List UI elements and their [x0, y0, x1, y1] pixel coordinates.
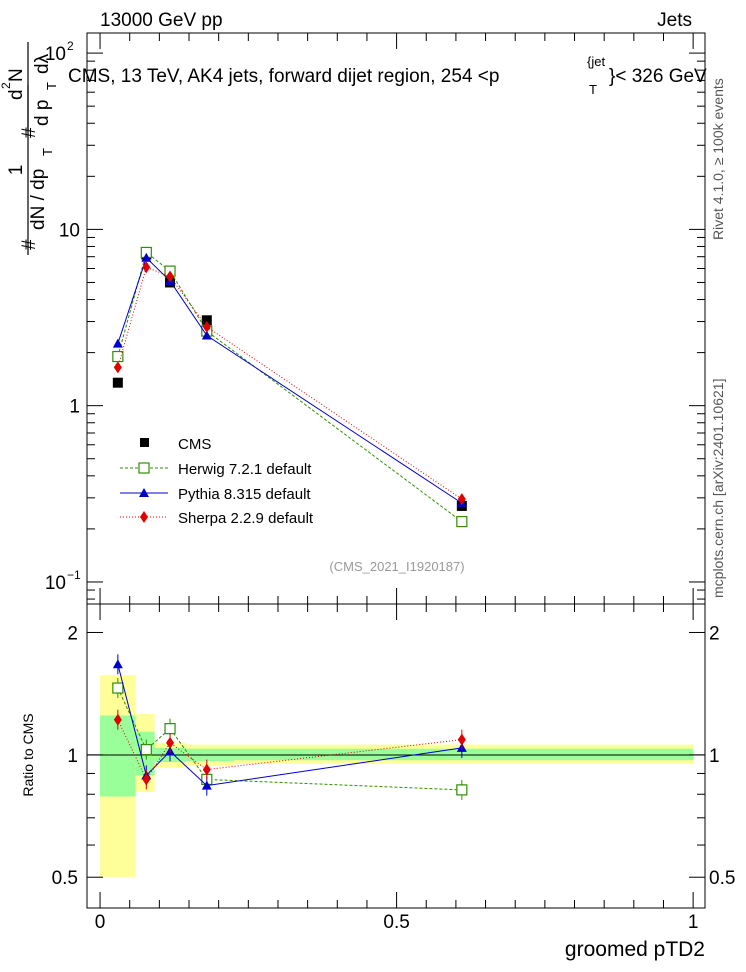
watermark: (CMS_2021_I1920187) [329, 559, 464, 574]
x-tick-label: 0 [95, 912, 106, 933]
ratio-ylabel: Ratio to CMS [20, 713, 36, 796]
x-axis-label: groomed pTD2 [565, 938, 705, 961]
y-tick-label-exp: −1 [67, 568, 81, 582]
ylabel-dpt: d p [32, 100, 53, 126]
legend: CMS Herwig 7.2.1 default Pythia 8.315 de… [120, 436, 314, 527]
point-sherpa-2 [166, 270, 175, 283]
legend-item-cms: CMS [140, 436, 211, 453]
ratio-point-sherpa-0 [113, 713, 122, 726]
plot-title: CMS, 13 TeV, AK4 jets, forward dijet reg… [68, 66, 499, 87]
plot-title-tail: }< 326 GeV [609, 66, 707, 87]
ylabel-dndpt-sub: T [40, 148, 55, 156]
ratio-point-herwig-4 [456, 784, 468, 796]
ratio-bands [100, 675, 694, 878]
category-label: Jets [657, 10, 692, 31]
series-line-herwig [117, 251, 463, 523]
ratio-panel: 0.5 0.5 1 1 2 2 0 0.5 1 Ratio to CMS groomed pTD… [20, 603, 735, 961]
legend-marker-cms [140, 438, 149, 447]
legend-marker-sherpa [140, 511, 148, 523]
ratio-y-tick-label-right: 0.5 [709, 868, 735, 889]
main-ylabel: 1 # dN / dp T # d 2 N d p T dλ [0, 42, 59, 255]
source-label: mcplots.cern.ch [arXiv:2401.10621] [710, 379, 726, 598]
ratio-frame [86, 603, 706, 909]
legend-label-sherpa: Sherpa 2.2.9 default [178, 510, 314, 527]
ylabel-dlambda: dλ [32, 53, 53, 74]
ratio-y-tick-label-left: 0.5 [52, 868, 78, 889]
ratio-point-herwig-2 [164, 723, 176, 735]
ratio-point-sherpa-3 [202, 763, 211, 776]
ratio-point-pythia-3 [201, 780, 212, 790]
point-herwig-0 [112, 350, 124, 363]
band-inner-4 [233, 748, 694, 761]
ratio-y-tick-label-right: 1 [709, 746, 720, 767]
ylabel-hash: # [19, 127, 40, 138]
ylabel-one: 1 [6, 165, 27, 176]
ratio-marks [112, 654, 468, 800]
ratio-y-tick-label-left: 2 [67, 623, 78, 644]
ylabel-d2n-d: d [6, 89, 27, 100]
point-pythia-1 [141, 252, 152, 262]
ratio-point-herwig-0 [112, 682, 124, 694]
ratio-line-sherpa [117, 719, 462, 781]
point-sherpa-1 [142, 261, 151, 274]
y-tick-label: 10 [45, 573, 66, 594]
ratio-y-tick-label-right: 2 [709, 623, 720, 644]
point-herwig-4 [456, 516, 468, 528]
ratio-line-herwig [117, 687, 462, 791]
legend-item-pythia: Pythia 8.315 default [120, 486, 311, 503]
x-tick-label: 1 [688, 912, 699, 933]
ratio-point-pythia-0 [112, 659, 123, 669]
legend-label-cms: CMS [178, 436, 211, 453]
ratio-point-sherpa-2 [166, 736, 175, 749]
ylabel-dndpt: dN / dp [28, 169, 49, 230]
ylabel-d2n-n: N [6, 68, 27, 82]
ratio-ticks: 0.5 0.5 1 1 2 2 0 0.5 1 [52, 604, 735, 933]
x-tick-label: 0.5 [383, 912, 409, 933]
legend-label-herwig: Herwig 7.2.1 default [178, 461, 312, 478]
point-sherpa-0 [113, 361, 122, 374]
legend-label-pythia: Pythia 8.315 default [178, 486, 311, 503]
point-cms-0 [112, 377, 123, 388]
point-cms-3 [201, 315, 212, 326]
ratio-point-sherpa-4 [457, 733, 466, 746]
legend-item-herwig: Herwig 7.2.1 default [120, 461, 312, 478]
ylabel-hash-left: # [19, 239, 40, 250]
ylabel-dpt-sub: T [44, 82, 59, 90]
y-tick-label: 10 [45, 44, 66, 65]
main-marks [112, 246, 468, 528]
ratio-y-tick-label-left: 1 [67, 746, 78, 767]
point-sherpa-3 [202, 320, 211, 333]
point-pythia-3 [201, 330, 212, 340]
point-pythia-0 [112, 338, 123, 348]
ratio-point-sherpa-1 [142, 773, 151, 786]
ratio-point-herwig-1 [140, 744, 152, 756]
legend-marker-herwig [138, 462, 150, 474]
rivet-label: Rivet 4.1.0, ≥ 100k events [710, 78, 726, 240]
legend-item-sherpa: Sherpa 2.2.9 default [120, 510, 314, 527]
plot-title-sub: T [589, 82, 597, 97]
y-tick-label: 10 [59, 220, 80, 241]
energy-label: 13000 GeV pp [100, 10, 223, 31]
plot-title-main: CMS, 13 TeV, AK4 jets, forward dijet reg… [68, 66, 499, 87]
legend-marker-pythia [139, 488, 149, 497]
y-tick-label: 1 [69, 397, 80, 418]
plot-title-sup: {jet [587, 54, 605, 69]
point-sherpa-4 [457, 493, 466, 506]
ylabel-d2n-2: 2 [0, 82, 13, 89]
y-tick-label-exp: 2 [67, 39, 74, 53]
